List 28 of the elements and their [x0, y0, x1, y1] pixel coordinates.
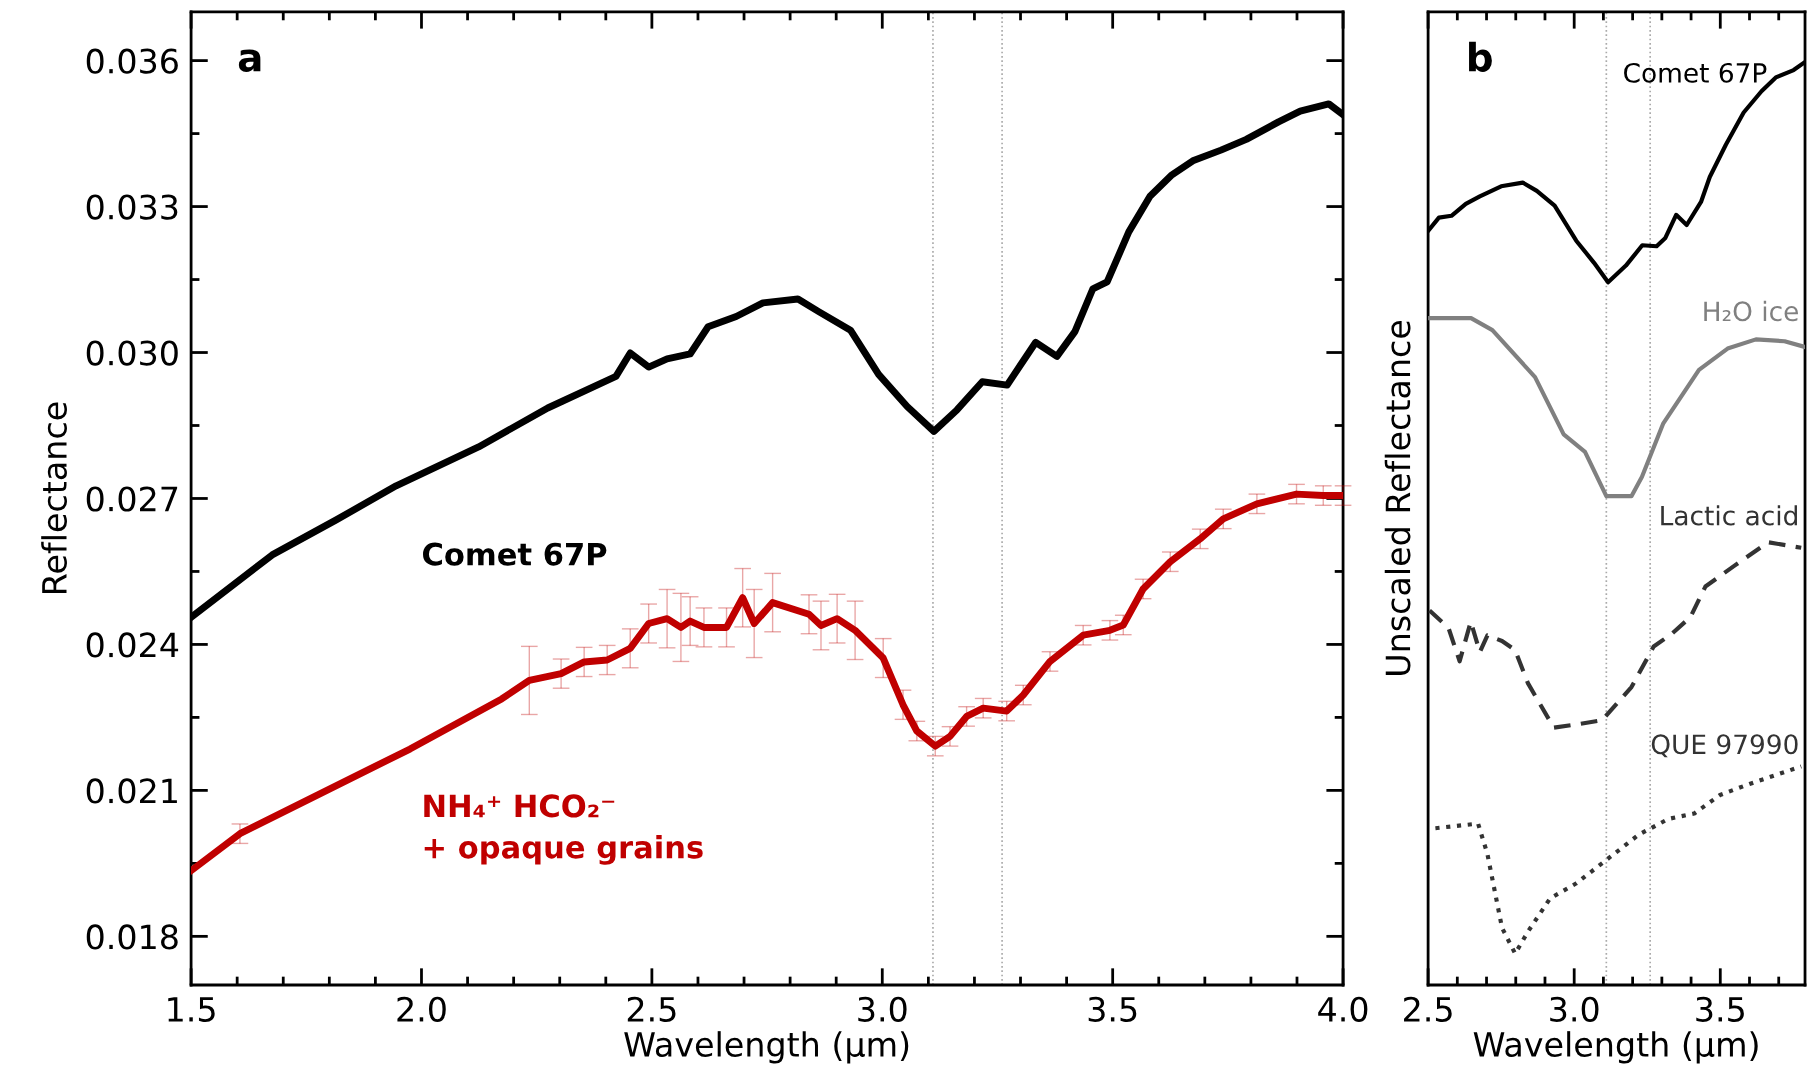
x-tick-label: 3.0	[1550, 996, 1599, 1022]
y-tick-label: 0.024	[86, 632, 179, 658]
y-tick-label: 0.018	[86, 924, 178, 950]
y-tick-label: 0.030	[86, 340, 178, 366]
x-tick-label: 3.0	[858, 996, 907, 1022]
x-tick-label: 1.5	[168, 997, 215, 1022]
y-tick-label: 0.036	[86, 48, 178, 74]
x-axis-title: Wavelength (µm)	[1473, 1031, 1758, 1064]
chart-title: b	[1469, 41, 1492, 72]
x-axis-title: Wavelength (µm)	[624, 1031, 909, 1064]
x-tick-label: 2.5	[1404, 996, 1452, 1022]
y-tick-label: 0.021	[86, 778, 177, 804]
y-tick-label: 0.033	[86, 194, 178, 220]
series-label: NH₄⁺ HCO₂⁻ + opaque grains	[424, 794, 703, 865]
x-tick-label: 3.5	[1088, 996, 1137, 1022]
series-label: Lactic acid	[1661, 505, 1797, 526]
text: Comet 67P	[423, 542, 607, 566]
y-axis-title: Unscaled Reflectance	[1384, 320, 1411, 675]
x-tick-label: 2.5	[627, 996, 676, 1022]
series-label: QUE 97990	[1651, 734, 1798, 758]
y-tick-label: 0.027	[86, 486, 178, 512]
x-tick-label: 4.0	[1318, 996, 1368, 1022]
y-axis-title: Reflectance	[41, 402, 67, 593]
x-tick-label: 3.5	[1696, 996, 1744, 1022]
x-tick-label: 2.0	[397, 996, 446, 1022]
text: a	[238, 49, 261, 72]
series-label: H₂O ice	[1704, 300, 1798, 322]
series-label: Comet 67P	[1624, 62, 1767, 83]
